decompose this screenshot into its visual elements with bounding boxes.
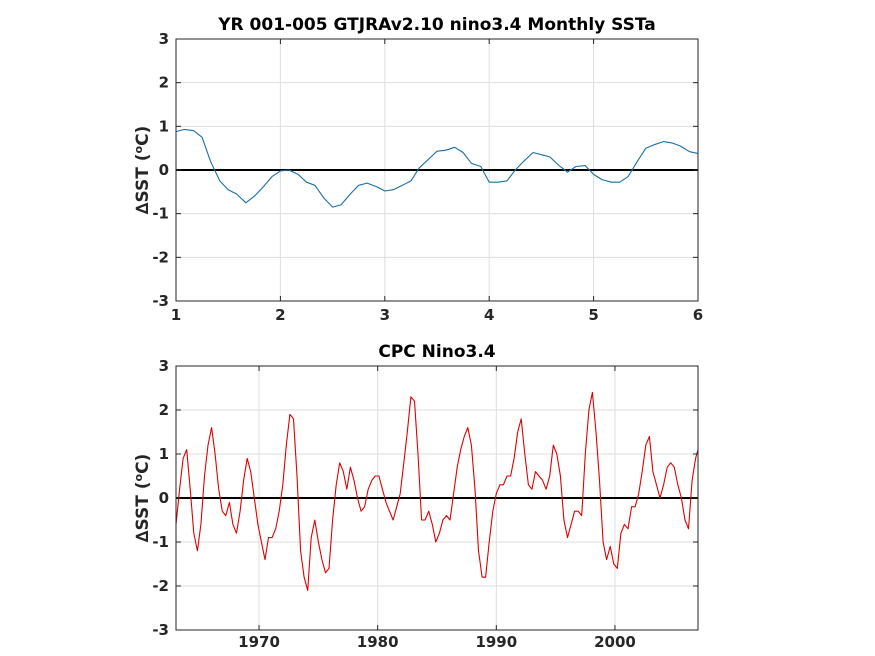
- series-line-0: [175, 391, 699, 591]
- series-line-0: [175, 128, 699, 208]
- y-tick-label: 2: [159, 74, 169, 92]
- x-tick-label: 1970: [238, 633, 280, 651]
- chart-title: YR 001-005 GTJRAv2.10 nino3.4 Monthly SS…: [217, 15, 656, 35]
- y-tick-label: -1: [152, 205, 169, 223]
- panel-top: 1 2 3 4 5 6 -3 -2 -1 0 1 2 3 YR 001-005 GTJRAv2.10 ni…: [132, 15, 703, 324]
- x-tick-label: 4: [484, 306, 494, 324]
- x-tick-label: 1990: [475, 633, 517, 651]
- x-tick-label: 3: [380, 306, 390, 324]
- chart-title: CPC Nino3.4: [378, 342, 495, 362]
- x-tick-label: 2: [275, 306, 285, 324]
- x-tick-label: 1: [171, 306, 181, 324]
- x-tick-label: 6: [693, 306, 703, 324]
- y-tick-label: -2: [152, 248, 169, 266]
- y-tick-label: -2: [152, 577, 169, 595]
- x-tick-label: 5: [588, 306, 598, 324]
- y-tick-label: -1: [152, 533, 169, 551]
- x-tick-label: 1980: [357, 633, 399, 651]
- y-tick-label: 1: [159, 117, 169, 135]
- y-axis-label: ∆SST (oC): [132, 126, 153, 215]
- y-tick-label: 0: [159, 161, 169, 179]
- y-tick-label: 0: [159, 489, 169, 507]
- y-tick-label: 3: [159, 357, 169, 375]
- y-tick-label: -3: [152, 621, 169, 639]
- y-axis-label: ∆SST (oC): [132, 454, 153, 543]
- y-tick-label: 2: [159, 401, 169, 419]
- y-tick-label: 1: [159, 445, 169, 463]
- y-tick-label: 3: [159, 30, 169, 48]
- x-tick-label: 2000: [594, 633, 636, 651]
- y-tick-label: -3: [152, 292, 169, 310]
- panel-bottom: 1970 1980 1990 2000 -3 -2 -1 0 1 2 3 CPC Nino3.4 ∆SS…: [132, 342, 699, 651]
